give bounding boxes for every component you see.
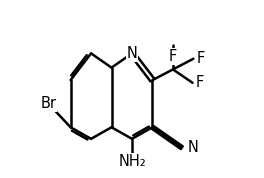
Text: Br: Br bbox=[40, 96, 56, 111]
Text: N: N bbox=[126, 46, 138, 61]
Text: N: N bbox=[187, 140, 198, 155]
Text: F: F bbox=[196, 75, 204, 90]
Text: F: F bbox=[169, 49, 177, 64]
Text: F: F bbox=[197, 51, 205, 66]
Text: NH₂: NH₂ bbox=[118, 155, 146, 169]
